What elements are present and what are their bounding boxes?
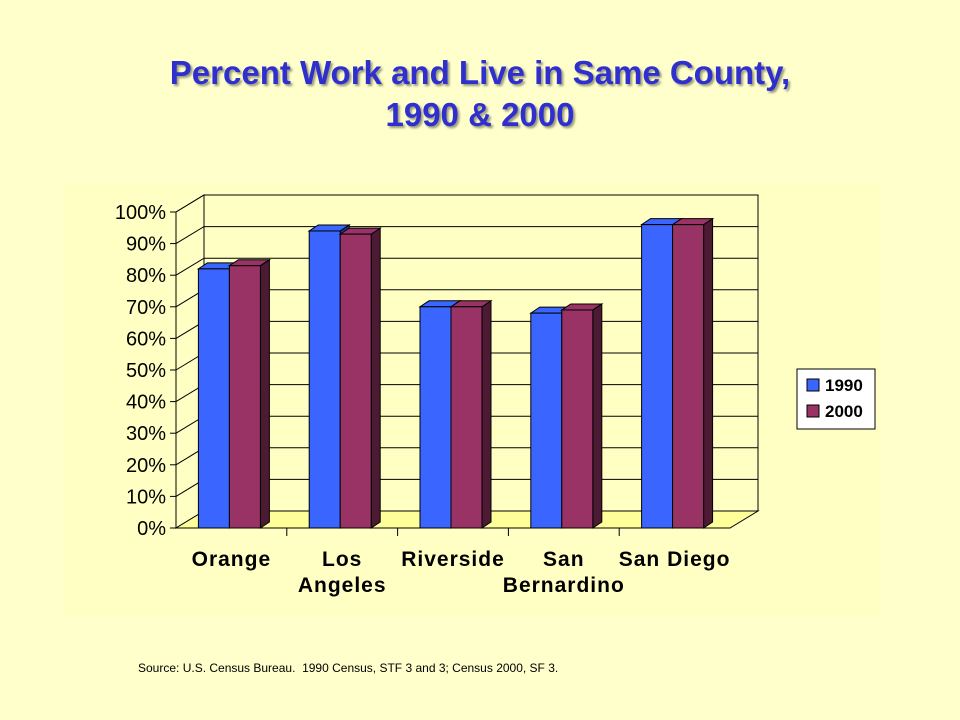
y-tick-label: 100% bbox=[115, 202, 166, 224]
bar-side bbox=[592, 303, 603, 529]
chart-title-line-1: Percent Work and Live in Same County, bbox=[169, 54, 791, 91]
y-tick-label: 90% bbox=[126, 234, 166, 256]
y-tick-label: 60% bbox=[126, 328, 166, 350]
y-tick-label: 10% bbox=[126, 486, 166, 508]
bar-side bbox=[259, 258, 270, 529]
bar bbox=[530, 312, 563, 529]
x-tick-label: Orange bbox=[192, 548, 272, 571]
bar bbox=[339, 233, 372, 529]
gridline bbox=[175, 226, 758, 245]
bar-side bbox=[370, 227, 381, 529]
source-note: Source: U.S. Census Bureau. 1990 Census,… bbox=[138, 661, 559, 675]
chart-title-line-2: 1990 & 2000 bbox=[385, 96, 575, 133]
x-tick-label: Bernardino bbox=[503, 574, 625, 597]
x-tick-label: San bbox=[543, 548, 585, 571]
gridline bbox=[175, 257, 758, 276]
bar bbox=[641, 224, 674, 529]
legend-label: 1990 bbox=[825, 376, 863, 395]
bar bbox=[197, 268, 230, 529]
bar bbox=[228, 265, 261, 529]
bar bbox=[672, 224, 705, 529]
y-tick-label: 40% bbox=[126, 392, 166, 414]
bar bbox=[308, 230, 341, 529]
bar bbox=[450, 306, 483, 529]
y-tick-label: 50% bbox=[126, 360, 166, 382]
bar-side bbox=[481, 299, 492, 529]
x-tick-label: Riverside bbox=[401, 548, 505, 571]
bar bbox=[419, 306, 452, 529]
y-tick-label: 80% bbox=[126, 265, 166, 287]
bar bbox=[561, 309, 594, 529]
y-tick-label: 30% bbox=[126, 423, 166, 445]
x-tick-label: Angeles bbox=[298, 574, 387, 597]
x-tick-label: Los bbox=[322, 548, 362, 571]
y-tick-label: 70% bbox=[126, 297, 166, 319]
gridline bbox=[175, 194, 758, 213]
bar-side bbox=[703, 217, 714, 529]
legend-swatch bbox=[806, 404, 820, 418]
chart-title: Percent Work and Live in Same County, 19… bbox=[0, 52, 960, 136]
legend-label: 2000 bbox=[825, 402, 863, 421]
y-tick-label: 20% bbox=[126, 455, 166, 477]
legend-swatch bbox=[806, 378, 820, 392]
y-tick-label: 0% bbox=[137, 518, 166, 540]
x-tick-label: San Diego bbox=[619, 548, 731, 571]
